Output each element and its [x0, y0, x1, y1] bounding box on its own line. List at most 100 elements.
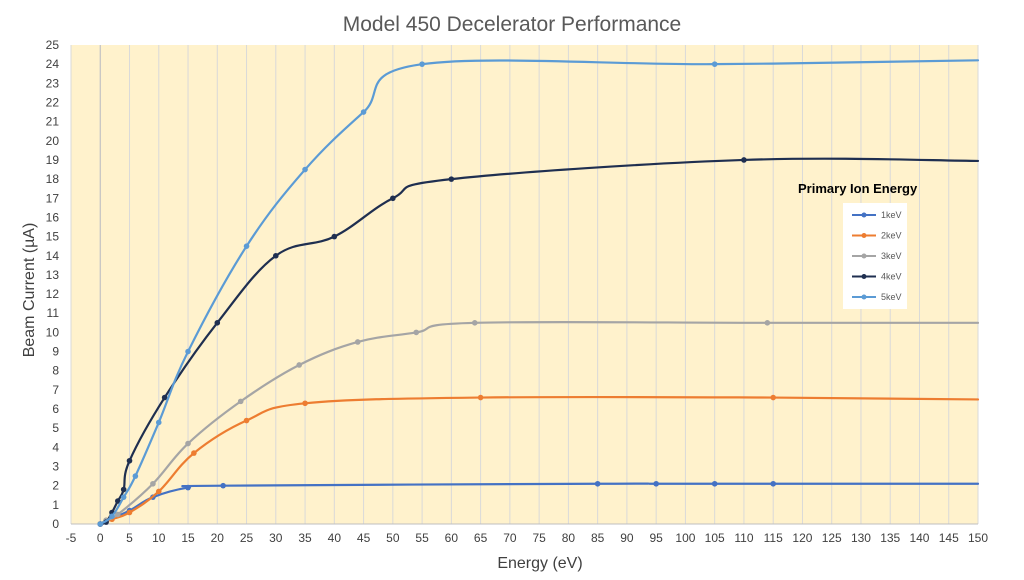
data-point-3kev — [150, 480, 156, 487]
data-point-4kev — [115, 498, 121, 504]
data-point-1kev — [711, 480, 718, 487]
data-point-5kev — [302, 166, 308, 173]
x-tick-label: 45 — [357, 531, 371, 545]
x-tick-label: 90 — [620, 531, 634, 545]
axes — [71, 45, 978, 525]
x-tick-label: 60 — [445, 531, 459, 545]
data-point-5kev — [185, 348, 191, 355]
data-point-1kev — [653, 480, 659, 487]
x-tick-label: -5 — [66, 531, 77, 545]
y-tick-label: 20 — [46, 134, 60, 148]
y-tick-label: 8 — [52, 364, 59, 378]
x-tick-label: 135 — [880, 531, 900, 545]
x-tick-label: 15 — [181, 531, 195, 545]
x-tick-label: 85 — [591, 531, 605, 545]
legend: 1keV 2keV 3keV 4keV 5keV — [843, 203, 907, 309]
series-line-4kev — [99, 157, 980, 526]
y-tick-label: 18 — [46, 172, 60, 186]
x-tick-label: 10 — [152, 531, 166, 545]
x-tick-label: 65 — [474, 531, 488, 545]
x-tick-label: 75 — [532, 531, 546, 545]
chart-title: Model 450 Decelerator Performance — [343, 13, 682, 36]
series-line-3kev — [99, 320, 980, 526]
data-point-2kev — [243, 417, 250, 424]
y-tick-label: 16 — [46, 210, 60, 224]
data-point-1kev — [594, 480, 601, 487]
x-tick-label: 100 — [675, 531, 695, 545]
x-tick-label: 95 — [649, 531, 663, 545]
series-lines — [97, 59, 980, 527]
data-point-3kev — [115, 511, 121, 518]
data-point-2kev — [477, 394, 484, 401]
grid — [70, 45, 979, 524]
x-tick-label: 130 — [851, 531, 871, 545]
x-tick-label: 115 — [764, 531, 783, 545]
x-tick-label: 5 — [126, 531, 133, 545]
y-tick-label: 9 — [52, 345, 59, 359]
legend-title: Primary Ion Energy — [798, 181, 918, 196]
y-tick-label: 6 — [52, 402, 59, 416]
y-tick-label: 19 — [46, 153, 60, 167]
data-point-3kev — [296, 362, 303, 368]
y-tick-label: 7 — [52, 383, 59, 397]
y-tick-label: 14 — [46, 249, 60, 263]
x-tick-label: 50 — [386, 531, 400, 545]
data-point-2kev — [126, 509, 133, 516]
data-point-3kev — [764, 320, 771, 326]
x-tick-label: 110 — [734, 531, 753, 545]
x-tick-label: 55 — [415, 531, 429, 545]
y-tick-label: 25 — [46, 38, 60, 52]
y-tick-label: 17 — [46, 191, 60, 205]
y-tick-label: 4 — [52, 440, 59, 454]
legend-marker-2kev — [861, 233, 867, 238]
data-point-3kev — [237, 398, 244, 405]
y-tick-label: 24 — [46, 57, 60, 71]
y-tick-label: 22 — [46, 95, 60, 109]
y-axis-label: Beam Current (µA) — [21, 223, 38, 358]
legend-marker-3kev — [861, 253, 867, 259]
x-tick-label: 80 — [562, 531, 576, 545]
legend-marker-1kev — [861, 212, 867, 218]
y-tick-label: 11 — [47, 306, 60, 320]
data-point-1kev — [185, 484, 191, 491]
x-tick-label: 125 — [822, 531, 842, 545]
data-point-5kev — [360, 109, 367, 115]
plot-area — [71, 45, 978, 524]
data-point-4kev — [448, 176, 455, 182]
y-tick-labels: 0123456789101112131415161718192021222324… — [46, 38, 60, 531]
data-point-2kev — [302, 400, 308, 407]
data-point-1kev — [770, 480, 776, 487]
x-tick-label: 0 — [97, 531, 104, 545]
legend-label-5kev: 5keV — [881, 292, 902, 302]
data-point-5kev — [419, 61, 425, 67]
data-point-5kev — [97, 521, 104, 527]
data-point-5kev — [711, 61, 718, 67]
legend-label-3kev: 3keV — [881, 251, 902, 261]
y-tick-label: 23 — [46, 76, 60, 90]
data-point-5kev — [120, 494, 127, 500]
x-tick-label: 105 — [705, 531, 725, 545]
data-point-4kev — [741, 157, 747, 163]
x-tick-labels: -5 0 5 10 15 20 25 30 35 40 45 50 55 60 65 70 75 80 85 90 95… — [66, 531, 989, 545]
data-point-5kev — [109, 513, 115, 520]
data-point-4kev — [120, 486, 127, 493]
legend-label-1kev: 1keV — [881, 210, 902, 220]
y-tick-label: 10 — [46, 325, 60, 339]
data-point-3kev — [413, 329, 420, 336]
data-point-2kev — [191, 450, 197, 456]
data-point-1kev — [220, 482, 226, 489]
x-tick-label: 20 — [211, 531, 225, 545]
x-tick-label: 150 — [968, 531, 988, 545]
y-tick-label: 13 — [46, 268, 60, 282]
y-tick-label: 0 — [52, 517, 59, 531]
data-point-3kev — [354, 339, 361, 345]
y-tick-label: 12 — [46, 287, 60, 301]
y-tick-label: 1 — [52, 498, 59, 512]
x-tick-label: 30 — [269, 531, 283, 545]
data-point-4kev — [390, 195, 396, 202]
data-point-5kev — [155, 419, 162, 426]
data-point-4kev — [273, 252, 279, 259]
x-tick-label: 70 — [503, 531, 517, 545]
x-axis-label: Energy (eV) — [497, 555, 582, 572]
y-tick-label: 21 — [46, 115, 60, 129]
